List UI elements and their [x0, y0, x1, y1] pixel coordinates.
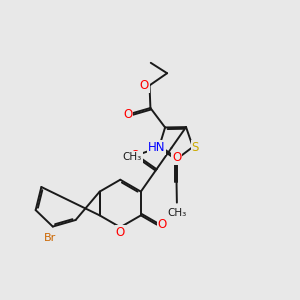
Text: O: O [140, 79, 149, 92]
Text: Br: Br [44, 232, 56, 242]
Text: HN: HN [148, 141, 165, 154]
Text: O: O [116, 226, 125, 239]
Text: O: O [158, 218, 167, 231]
Text: O: O [172, 151, 181, 164]
Text: CH₃: CH₃ [167, 208, 187, 218]
Text: CH₃: CH₃ [123, 152, 142, 162]
Text: S: S [191, 141, 199, 154]
Text: O: O [123, 108, 132, 121]
Text: O: O [131, 149, 140, 162]
